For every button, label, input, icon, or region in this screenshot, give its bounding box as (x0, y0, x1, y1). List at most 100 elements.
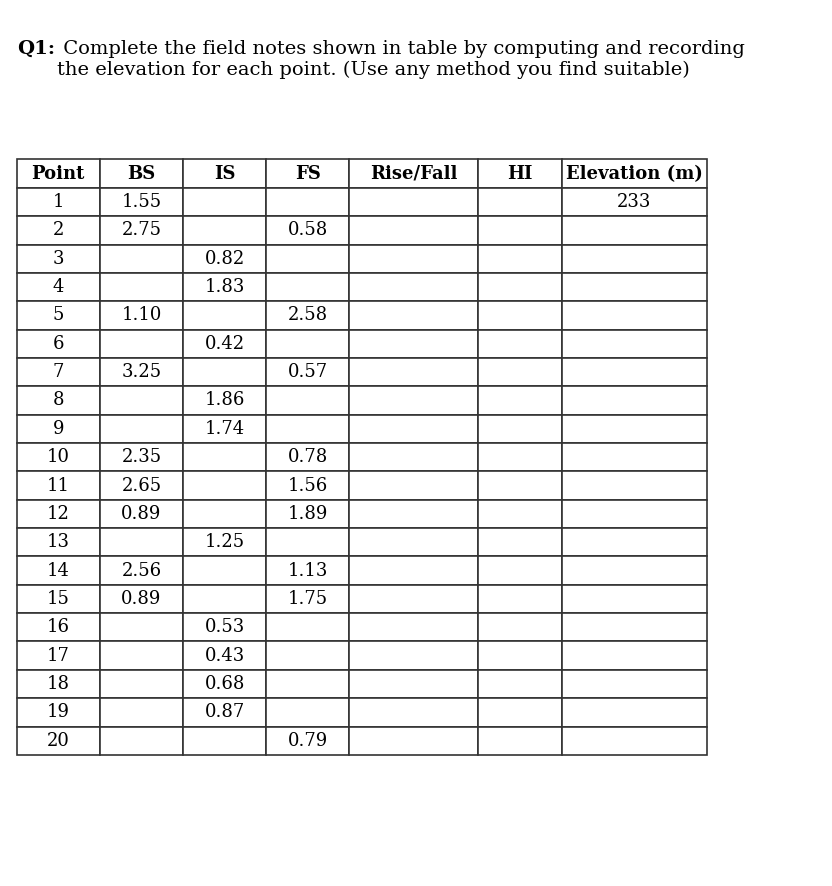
Text: 1.55: 1.55 (121, 193, 161, 211)
Text: FS: FS (295, 165, 321, 183)
Bar (183, 386, 266, 415)
Text: 19: 19 (47, 703, 70, 721)
Bar (562, 216, 707, 245)
Bar (266, 443, 349, 471)
Text: 6: 6 (52, 335, 64, 353)
Bar (183, 159, 266, 188)
Bar (17, 585, 100, 613)
Bar (17, 500, 100, 528)
Bar (100, 641, 183, 670)
Text: 18: 18 (47, 675, 70, 693)
Text: 1.25: 1.25 (205, 533, 245, 551)
Text: 0.78: 0.78 (288, 448, 328, 466)
Bar (266, 358, 349, 386)
Bar (100, 386, 183, 415)
Bar (478, 159, 562, 188)
Bar (349, 471, 478, 500)
Bar (17, 358, 100, 386)
Bar (17, 528, 100, 556)
Bar (266, 415, 349, 443)
Bar (266, 727, 349, 755)
Bar (183, 641, 266, 670)
Text: 2.65: 2.65 (121, 477, 161, 494)
Bar (183, 727, 266, 755)
Bar (100, 471, 183, 500)
Bar (183, 415, 266, 443)
Text: 0.53: 0.53 (205, 618, 245, 636)
Text: 0.87: 0.87 (205, 703, 245, 721)
Text: 14: 14 (47, 562, 70, 579)
Bar (562, 301, 707, 330)
Bar (562, 613, 707, 641)
Bar (17, 216, 100, 245)
Bar (266, 245, 349, 273)
Bar (100, 188, 183, 216)
Text: 233: 233 (617, 193, 651, 211)
Bar (349, 585, 478, 613)
Bar (478, 727, 562, 755)
Text: 0.68: 0.68 (205, 675, 245, 693)
Text: 12: 12 (47, 505, 70, 523)
Text: 4: 4 (52, 278, 64, 296)
Text: 1.89: 1.89 (288, 505, 328, 523)
Bar (562, 641, 707, 670)
Bar (478, 698, 562, 727)
Bar (100, 556, 183, 585)
Text: 1.86: 1.86 (205, 392, 245, 409)
Text: Rise/Fall: Rise/Fall (370, 165, 458, 183)
Bar (478, 188, 562, 216)
Bar (183, 273, 266, 301)
Text: 1.74: 1.74 (205, 420, 245, 438)
Bar (17, 443, 100, 471)
Text: 5: 5 (52, 307, 64, 324)
Bar (349, 386, 478, 415)
Text: 9: 9 (52, 420, 64, 438)
Bar (562, 330, 707, 358)
Text: 16: 16 (47, 618, 70, 636)
Bar (100, 585, 183, 613)
Bar (349, 358, 478, 386)
Bar (266, 330, 349, 358)
Bar (183, 698, 266, 727)
Text: 0.43: 0.43 (205, 647, 245, 664)
Bar (100, 358, 183, 386)
Bar (100, 159, 183, 188)
Text: 0.79: 0.79 (288, 732, 328, 750)
Text: 1.83: 1.83 (205, 278, 245, 296)
Bar (562, 159, 707, 188)
Bar (266, 670, 349, 698)
Bar (266, 471, 349, 500)
Bar (183, 216, 266, 245)
Bar (562, 443, 707, 471)
Text: 0.57: 0.57 (288, 363, 328, 381)
Bar (349, 301, 478, 330)
Bar (183, 443, 266, 471)
Bar (478, 358, 562, 386)
Bar (349, 245, 478, 273)
Text: 7: 7 (52, 363, 64, 381)
Bar (17, 245, 100, 273)
Bar (100, 216, 183, 245)
Bar (183, 301, 266, 330)
Text: 2: 2 (52, 222, 64, 239)
Bar (266, 301, 349, 330)
Bar (266, 159, 349, 188)
Text: Complete the field notes shown in table by computing and recording
the elevation: Complete the field notes shown in table … (57, 40, 745, 79)
Text: 0.89: 0.89 (121, 505, 161, 523)
Bar (562, 273, 707, 301)
Text: 2.58: 2.58 (288, 307, 328, 324)
Bar (349, 528, 478, 556)
Bar (349, 330, 478, 358)
Bar (17, 301, 100, 330)
Text: 17: 17 (47, 647, 70, 664)
Bar (17, 386, 100, 415)
Text: 2.75: 2.75 (121, 222, 161, 239)
Bar (17, 727, 100, 755)
Bar (17, 670, 100, 698)
Bar (562, 471, 707, 500)
Text: 2.56: 2.56 (121, 562, 161, 579)
Text: Q1:: Q1: (17, 40, 55, 58)
Bar (562, 727, 707, 755)
Bar (266, 641, 349, 670)
Text: 11: 11 (47, 477, 70, 494)
